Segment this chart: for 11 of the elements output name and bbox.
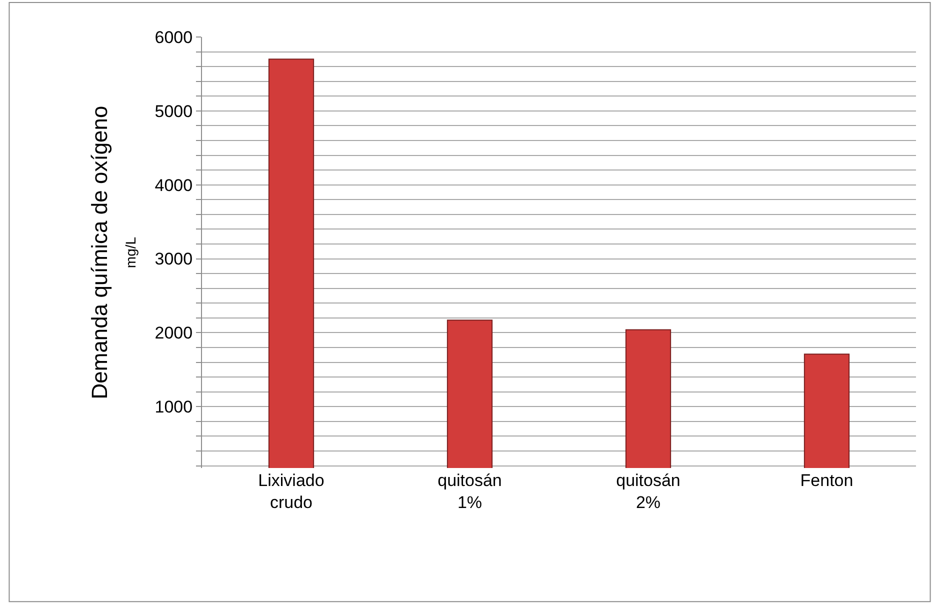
y-tick-label: 5000 xyxy=(154,102,193,121)
y-tick-label: 4000 xyxy=(154,176,193,195)
y-tick-label: 2000 xyxy=(154,324,193,343)
y-tick-label: 3000 xyxy=(154,250,193,269)
x-tick-label: Lixiviado crudo xyxy=(258,471,324,512)
x-tick-label: Fenton xyxy=(800,471,854,490)
y-tick-label: 6000 xyxy=(154,28,193,47)
y-axis-title: Demanda química de oxígeno mg/L xyxy=(86,106,139,400)
y-tick-label: 1000 xyxy=(154,398,193,417)
x-tick-label: quitosán 2% xyxy=(616,471,680,512)
x-tick-label: quitosán 1% xyxy=(438,471,502,512)
